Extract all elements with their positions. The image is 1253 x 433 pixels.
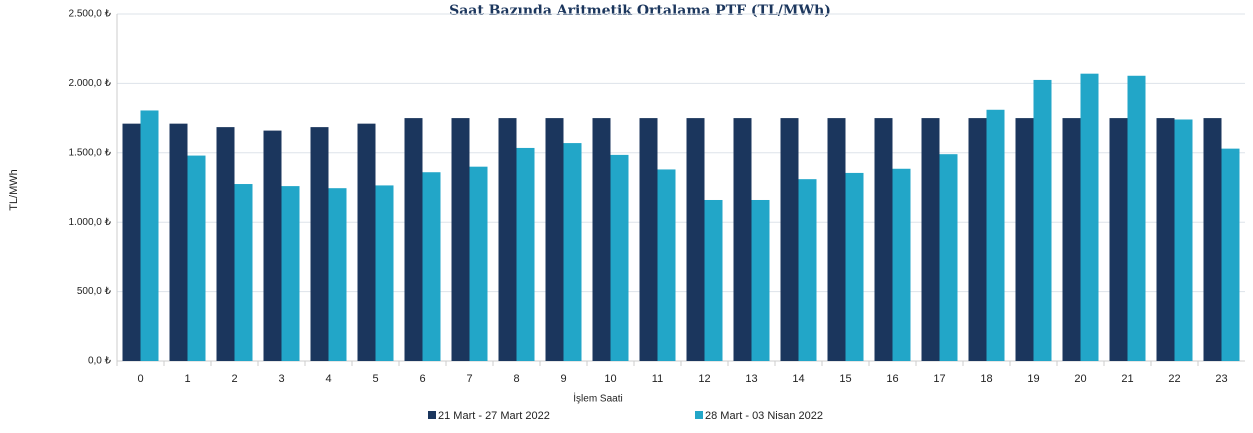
y-tick-label: 1.500,0 ₺ — [68, 147, 111, 158]
x-tick-label: 14 — [792, 373, 804, 385]
x-tick-label: 16 — [886, 373, 898, 385]
bar — [234, 184, 253, 361]
x-tick-label: 4 — [325, 373, 331, 385]
bar — [874, 118, 893, 361]
bar — [1127, 75, 1146, 362]
bar — [892, 168, 911, 361]
x-tick-label: 11 — [652, 373, 663, 385]
bar — [921, 118, 940, 361]
bar — [751, 199, 770, 361]
x-tick-label: 22 — [1168, 373, 1180, 385]
legend-label: 21 Mart - 27 Mart 2022 — [438, 410, 550, 422]
y-tick-label: 500,0 ₺ — [77, 286, 112, 297]
x-axis-label: İşlem Saati — [573, 392, 622, 405]
bar — [657, 169, 676, 361]
bar — [169, 123, 188, 361]
x-tick-label: 0 — [137, 373, 143, 385]
legend-label: 28 Mart - 03 Nisan 2022 — [705, 410, 823, 422]
y-axis-label: TL/MWh — [8, 169, 20, 211]
bar — [498, 118, 517, 361]
bar — [939, 154, 958, 361]
x-tick-label: 17 — [933, 373, 945, 385]
bar — [263, 130, 282, 361]
bar — [1174, 119, 1193, 361]
bar — [845, 172, 864, 361]
bar — [1203, 118, 1222, 361]
chart-title: Saat Bazında Aritmetik Ortalama PTF (TL/… — [449, 3, 831, 19]
x-tick-label: 9 — [560, 373, 566, 385]
x-tick-label: 12 — [698, 373, 710, 385]
bar — [187, 155, 206, 361]
x-tick-label: 5 — [372, 373, 378, 385]
x-tick-label: 10 — [604, 373, 616, 385]
bar — [1221, 148, 1240, 361]
bar — [328, 188, 347, 361]
bar — [122, 123, 141, 361]
y-tick-label: 0,0 ₺ — [88, 356, 112, 367]
x-tick-label: 3 — [278, 373, 284, 385]
bar — [357, 123, 376, 361]
legend-swatch — [695, 411, 703, 419]
x-tick-label: 15 — [839, 373, 851, 385]
bar — [140, 110, 159, 361]
bar — [516, 147, 535, 361]
bar — [704, 199, 723, 361]
bar — [281, 186, 300, 361]
y-tick-label: 1.000,0 ₺ — [68, 217, 111, 228]
bar — [375, 185, 394, 361]
bar — [1080, 73, 1099, 362]
bar — [310, 127, 329, 361]
bar — [404, 118, 423, 361]
x-tick-label: 19 — [1027, 373, 1039, 385]
legend-swatch — [428, 411, 436, 419]
bar — [610, 154, 629, 361]
bar — [563, 143, 582, 361]
x-tick-label: 2 — [231, 373, 237, 385]
bar — [422, 172, 441, 361]
x-tick-label: 13 — [745, 373, 757, 385]
bar — [1033, 79, 1052, 362]
bar — [827, 118, 846, 361]
bar — [545, 118, 564, 361]
bar — [986, 109, 1005, 361]
x-tick-label: 21 — [1121, 373, 1133, 385]
bar — [968, 118, 987, 361]
bar — [1015, 118, 1034, 361]
y-tick-label: 2.000,0 ₺ — [68, 78, 111, 89]
bar — [686, 118, 705, 361]
x-tick-label: 18 — [980, 373, 992, 385]
bar — [216, 127, 235, 361]
bar — [639, 118, 658, 361]
bar — [469, 166, 488, 361]
x-tick-label: 6 — [419, 373, 425, 385]
bar — [592, 118, 611, 361]
x-tick-label: 23 — [1215, 373, 1227, 385]
x-tick-label: 20 — [1074, 373, 1086, 385]
bar — [1062, 118, 1081, 361]
bar — [780, 118, 799, 361]
bar — [733, 118, 752, 361]
bar — [451, 118, 470, 361]
bar — [798, 179, 817, 361]
bar — [1156, 118, 1175, 361]
x-tick-label: 1 — [184, 373, 190, 385]
x-tick-label: 8 — [513, 373, 519, 385]
x-tick-label: 7 — [466, 373, 472, 385]
bar — [1109, 118, 1128, 361]
y-tick-label: 2.500,0 ₺ — [68, 9, 111, 20]
